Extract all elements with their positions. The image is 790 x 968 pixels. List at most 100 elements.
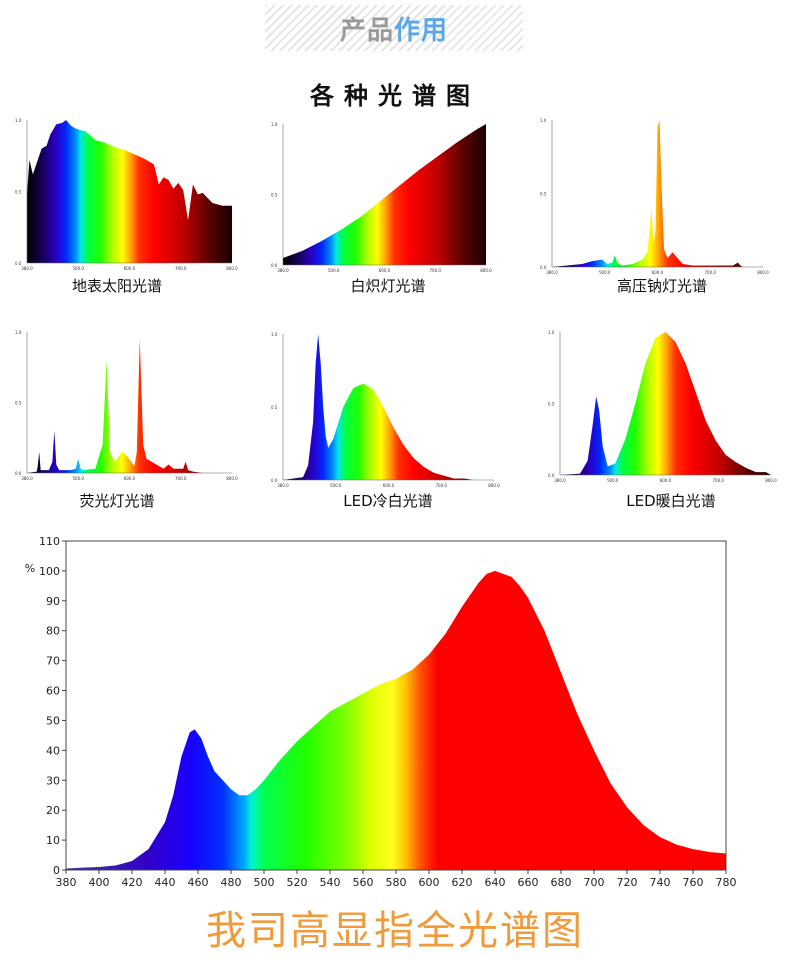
y-tick-label: 0.5 (15, 401, 22, 406)
y-tick-label: 100 (39, 565, 60, 578)
x-tick-label: 380.0 (277, 268, 289, 273)
x-tick-label: 600 (419, 876, 440, 889)
x-tick-label: 800.0 (226, 476, 238, 481)
y-tick-label: 0.0 (15, 261, 22, 266)
y-tick-label: 1.0 (15, 118, 22, 123)
y-tick-label: 0 (53, 864, 60, 877)
x-tick-label: 700.0 (430, 268, 442, 273)
x-tick-label: 780 (716, 876, 737, 889)
x-tick-label: 800.0 (757, 270, 769, 275)
main-spectrum-area (66, 570, 726, 870)
y-tick-label: 0.0 (540, 265, 547, 270)
y-tick-label: 0.0 (271, 263, 278, 268)
y-tick-label: 30 (46, 774, 60, 787)
y-tick-label: 20 (46, 804, 60, 817)
x-tick-label: 500.0 (599, 270, 611, 275)
y-tick-label: 0.0 (271, 478, 278, 483)
x-tick-label: 660 (518, 876, 539, 889)
main-spectrum-chart: 0 10 20 30 40 50 60 70 80 90 100 110 380 400 420 440 460… (25, 535, 737, 889)
x-tick-label: 440 (155, 876, 176, 889)
x-tick-label: 600.0 (124, 266, 136, 271)
y-tick-label: 1.0 (271, 332, 278, 337)
x-tick-label: 460 (188, 876, 209, 889)
x-tick-label: 500.0 (607, 478, 619, 483)
x-tick-label: 700.0 (175, 266, 187, 271)
y-tick-label: 110 (39, 535, 60, 548)
y-axis-label: % (25, 562, 35, 575)
spectrum-area (552, 120, 763, 267)
y-tick-label: 1.0 (271, 122, 278, 127)
thumb-label: LED冷白光谱 (343, 492, 432, 510)
x-tick-label: 400 (89, 876, 110, 889)
thumb-label: 荧光灯光谱 (79, 492, 154, 510)
x-tick-label: 500.0 (73, 266, 85, 271)
y-tick-label: 70 (46, 655, 60, 668)
x-tick-label: 380.0 (21, 266, 33, 271)
x-tick-label: 680 (551, 876, 572, 889)
y-tick-label: 0.0 (15, 471, 22, 476)
x-tick-label: 700.0 (175, 476, 187, 481)
x-tick-label: 800.0 (488, 483, 500, 488)
x-tick-label: 720 (617, 876, 638, 889)
x-tick-label: 600.0 (652, 270, 664, 275)
x-tick-label: 600.0 (383, 483, 395, 488)
spectrum-area (560, 332, 771, 475)
x-tick-label: 500.0 (330, 483, 342, 488)
x-tick-label: 600.0 (379, 268, 391, 273)
x-tick-label: 380.0 (21, 476, 33, 481)
y-tick-label: 0.5 (15, 190, 22, 195)
x-tick-label: 700.0 (713, 478, 725, 483)
x-tick-label: 600.0 (124, 476, 136, 481)
section-title: 各种光谱图 (310, 82, 480, 110)
x-tick-label: 380.0 (554, 478, 566, 483)
spectrum-area (283, 334, 494, 480)
y-tick-label: 10 (46, 834, 60, 847)
x-tick-label: 380.0 (277, 483, 289, 488)
y-tick-label: 50 (46, 714, 60, 727)
x-tick-label: 640 (485, 876, 506, 889)
x-tick-label: 560 (353, 876, 374, 889)
x-tick-label: 580 (386, 876, 407, 889)
x-tick-label: 800.0 (226, 266, 238, 271)
y-tick-label: 0.5 (271, 193, 278, 198)
spectrum-area (27, 120, 232, 263)
y-tick-label: 0.5 (548, 402, 555, 407)
x-tick-label: 700.0 (436, 483, 448, 488)
y-tick-label: 40 (46, 744, 60, 757)
x-tick-label: 500 (254, 876, 275, 889)
spectrum-area (283, 124, 486, 265)
x-tick-label: 740 (650, 876, 671, 889)
x-tick-label: 700 (584, 876, 605, 889)
header-banner: 产品 作用 (265, 5, 523, 51)
x-tick-label: 480 (221, 876, 242, 889)
header-title-part1: 产品 (339, 15, 394, 46)
y-tick-label: 90 (46, 595, 60, 608)
x-tick-label: 600.0 (660, 478, 672, 483)
y-tick-label: 60 (46, 685, 60, 698)
thumb-label: 高压钠灯光谱 (617, 277, 707, 295)
x-tick-label: 620 (452, 876, 473, 889)
y-tick-label: 80 (46, 625, 60, 638)
header-title-part2: 作用 (394, 15, 449, 46)
x-tick-label: 760 (683, 876, 704, 889)
y-tick-label: 1.0 (15, 330, 22, 335)
x-tick-label: 520 (287, 876, 308, 889)
x-tick-label: 700.0 (705, 270, 717, 275)
y-tick-label: 0.5 (540, 192, 547, 197)
x-tick-label: 800.0 (480, 268, 492, 273)
x-tick-label: 380.0 (546, 270, 558, 275)
y-tick-label: 0.5 (271, 405, 278, 410)
x-tick-label: 540 (320, 876, 341, 889)
spectrum-area (27, 339, 232, 473)
x-tick-label: 420 (122, 876, 143, 889)
thumb-label: 地表太阳光谱 (72, 277, 162, 295)
thumb-label: LED暖白光谱 (626, 492, 715, 510)
x-tick-label: 800.0 (765, 478, 777, 483)
